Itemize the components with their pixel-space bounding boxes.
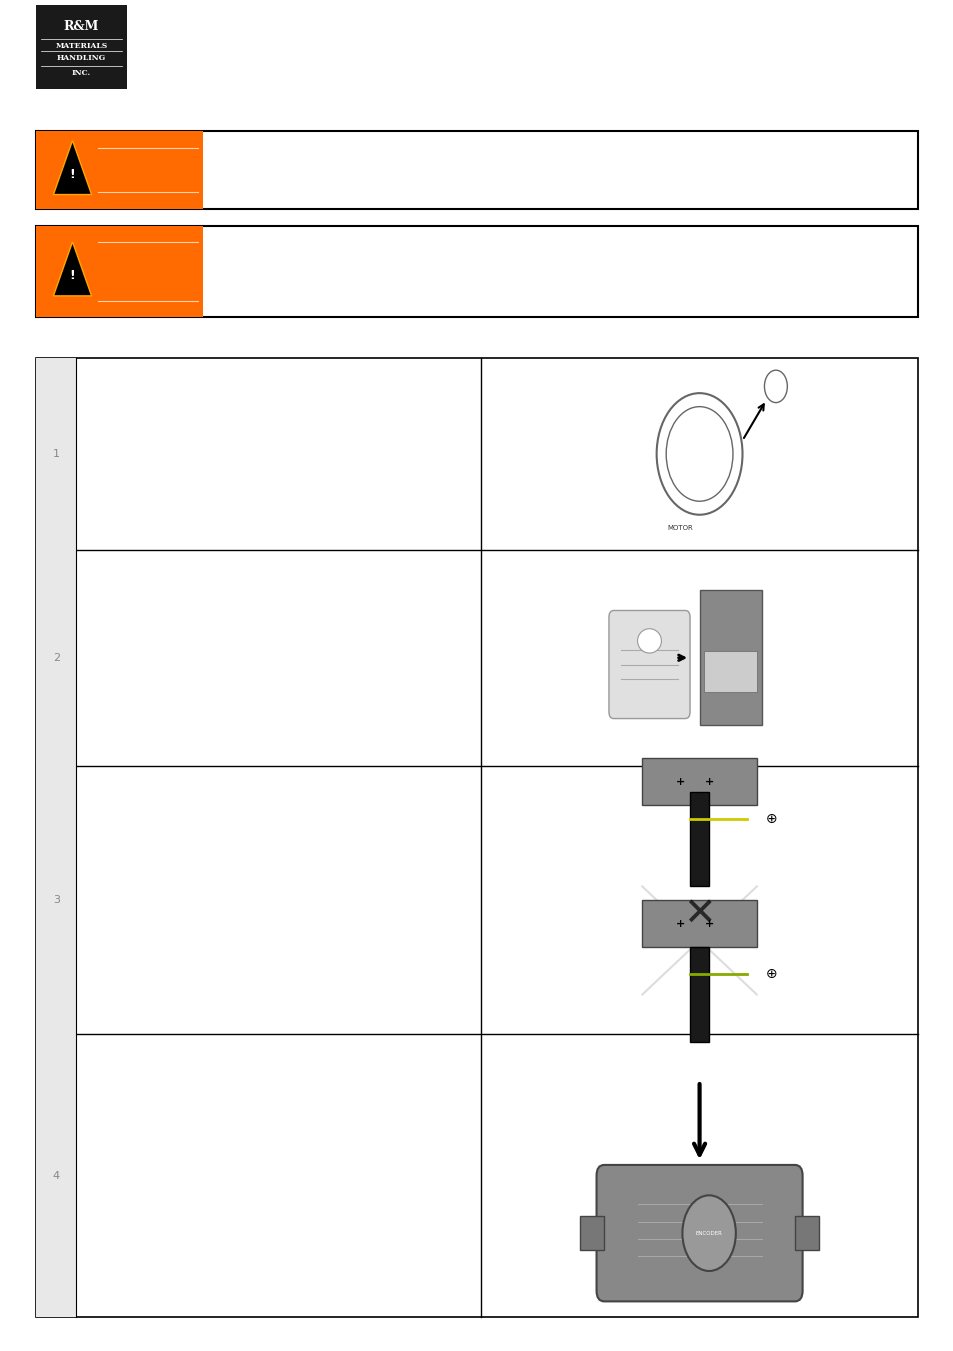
Bar <box>36 1035 76 1317</box>
Text: ✕: ✕ <box>682 894 715 932</box>
Bar <box>36 550 76 766</box>
Bar <box>36 766 76 1035</box>
Bar <box>36 131 917 209</box>
Text: INC.: INC. <box>71 69 91 77</box>
Polygon shape <box>53 242 91 296</box>
Bar <box>36 131 203 209</box>
Text: +: + <box>675 777 684 788</box>
Polygon shape <box>53 141 91 195</box>
Text: 2: 2 <box>52 653 60 663</box>
Bar <box>689 792 708 886</box>
Text: ENCODER: ENCODER <box>695 1231 721 1236</box>
Ellipse shape <box>637 628 660 653</box>
Bar <box>36 226 203 317</box>
FancyBboxPatch shape <box>699 590 760 725</box>
Text: MATERIALS: MATERIALS <box>55 42 108 50</box>
FancyBboxPatch shape <box>596 1165 801 1301</box>
Text: +: + <box>703 919 713 929</box>
Bar <box>36 226 917 317</box>
FancyBboxPatch shape <box>608 611 689 719</box>
Bar <box>36 358 76 550</box>
Bar <box>641 900 756 947</box>
Circle shape <box>681 1196 735 1271</box>
Text: 1: 1 <box>52 449 60 459</box>
Bar <box>579 1216 603 1251</box>
Bar <box>36 358 917 1317</box>
Bar <box>641 758 756 805</box>
FancyBboxPatch shape <box>36 5 127 89</box>
Text: +: + <box>703 777 713 788</box>
Text: !: ! <box>70 168 75 181</box>
Text: 3: 3 <box>52 894 60 905</box>
Text: HANDLING: HANDLING <box>57 54 106 62</box>
Text: 4: 4 <box>52 1171 60 1181</box>
Text: !: ! <box>70 269 75 282</box>
Bar <box>794 1216 818 1251</box>
Text: ⊕: ⊕ <box>764 812 776 825</box>
Bar <box>689 947 708 1042</box>
Text: ⊕: ⊕ <box>764 967 776 981</box>
Text: R&M: R&M <box>64 20 99 34</box>
Text: +: + <box>675 919 684 929</box>
Text: MOTOR: MOTOR <box>667 526 693 531</box>
Bar <box>703 651 756 692</box>
